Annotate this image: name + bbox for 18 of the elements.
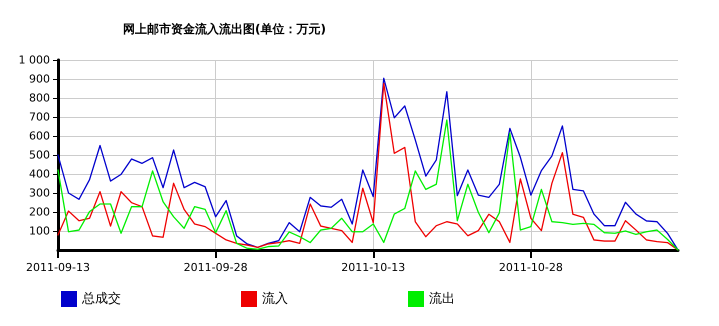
x-tick-label: 2011-09-28 [184,261,248,274]
y-tick-label: 300 [29,186,50,200]
y-tick-label: 700 [29,110,50,124]
legend-label: 流出 [429,290,455,306]
y-tick-label: 200 [29,206,50,218]
y-tick-label: 600 [29,130,50,142]
y-tick-label: 800 [29,92,50,104]
legend-label: 流入 [262,290,288,306]
x-tick-label: 2011-10-28 [498,261,563,274]
y-tick-label: 500 [29,148,50,162]
legend-label: 总成交 [81,290,121,306]
x-tick-label: 2011-10-13 [341,261,406,274]
y-tick-label: 900 [29,72,50,86]
y-tick-label: 400 [29,168,50,180]
y-tick-label: 100 [29,224,50,238]
x-tick-label: 2011-09-13 [26,261,90,274]
y-tick-label: 1 000 [18,54,50,66]
chart-title: 网上邮市资金流入流出图(单位：万元) [123,22,326,36]
